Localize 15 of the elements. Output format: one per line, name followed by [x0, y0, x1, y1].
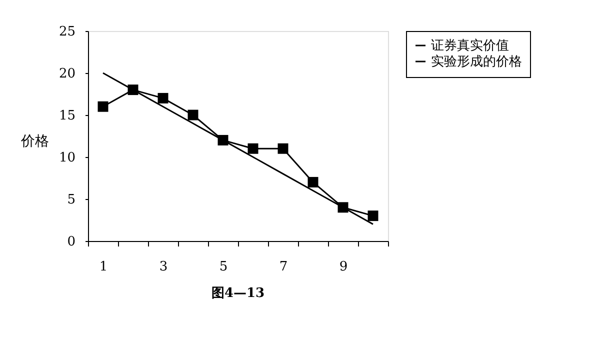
x-tick-label: 9 [339, 260, 348, 274]
legend-label: 实验形成的价格 [431, 54, 522, 70]
y-tick-label: 15 [58, 108, 76, 124]
legend-label: 证券真实价值 [431, 38, 509, 54]
x-tick-label: 5 [219, 260, 228, 274]
caption: 图4—13 [211, 286, 265, 301]
y-tick-label: 25 [58, 24, 76, 40]
y-axis-title: 价格 [20, 134, 49, 150]
y-tick-label: 5 [67, 192, 76, 208]
x-tick-label: 1 [99, 260, 108, 274]
y-tick-label: 0 [67, 234, 76, 250]
y-tick-label: 10 [58, 150, 76, 166]
y-tick-label: 20 [58, 66, 76, 82]
x-tick-label: 7 [279, 260, 288, 274]
x-tick-label: 3 [159, 260, 168, 274]
